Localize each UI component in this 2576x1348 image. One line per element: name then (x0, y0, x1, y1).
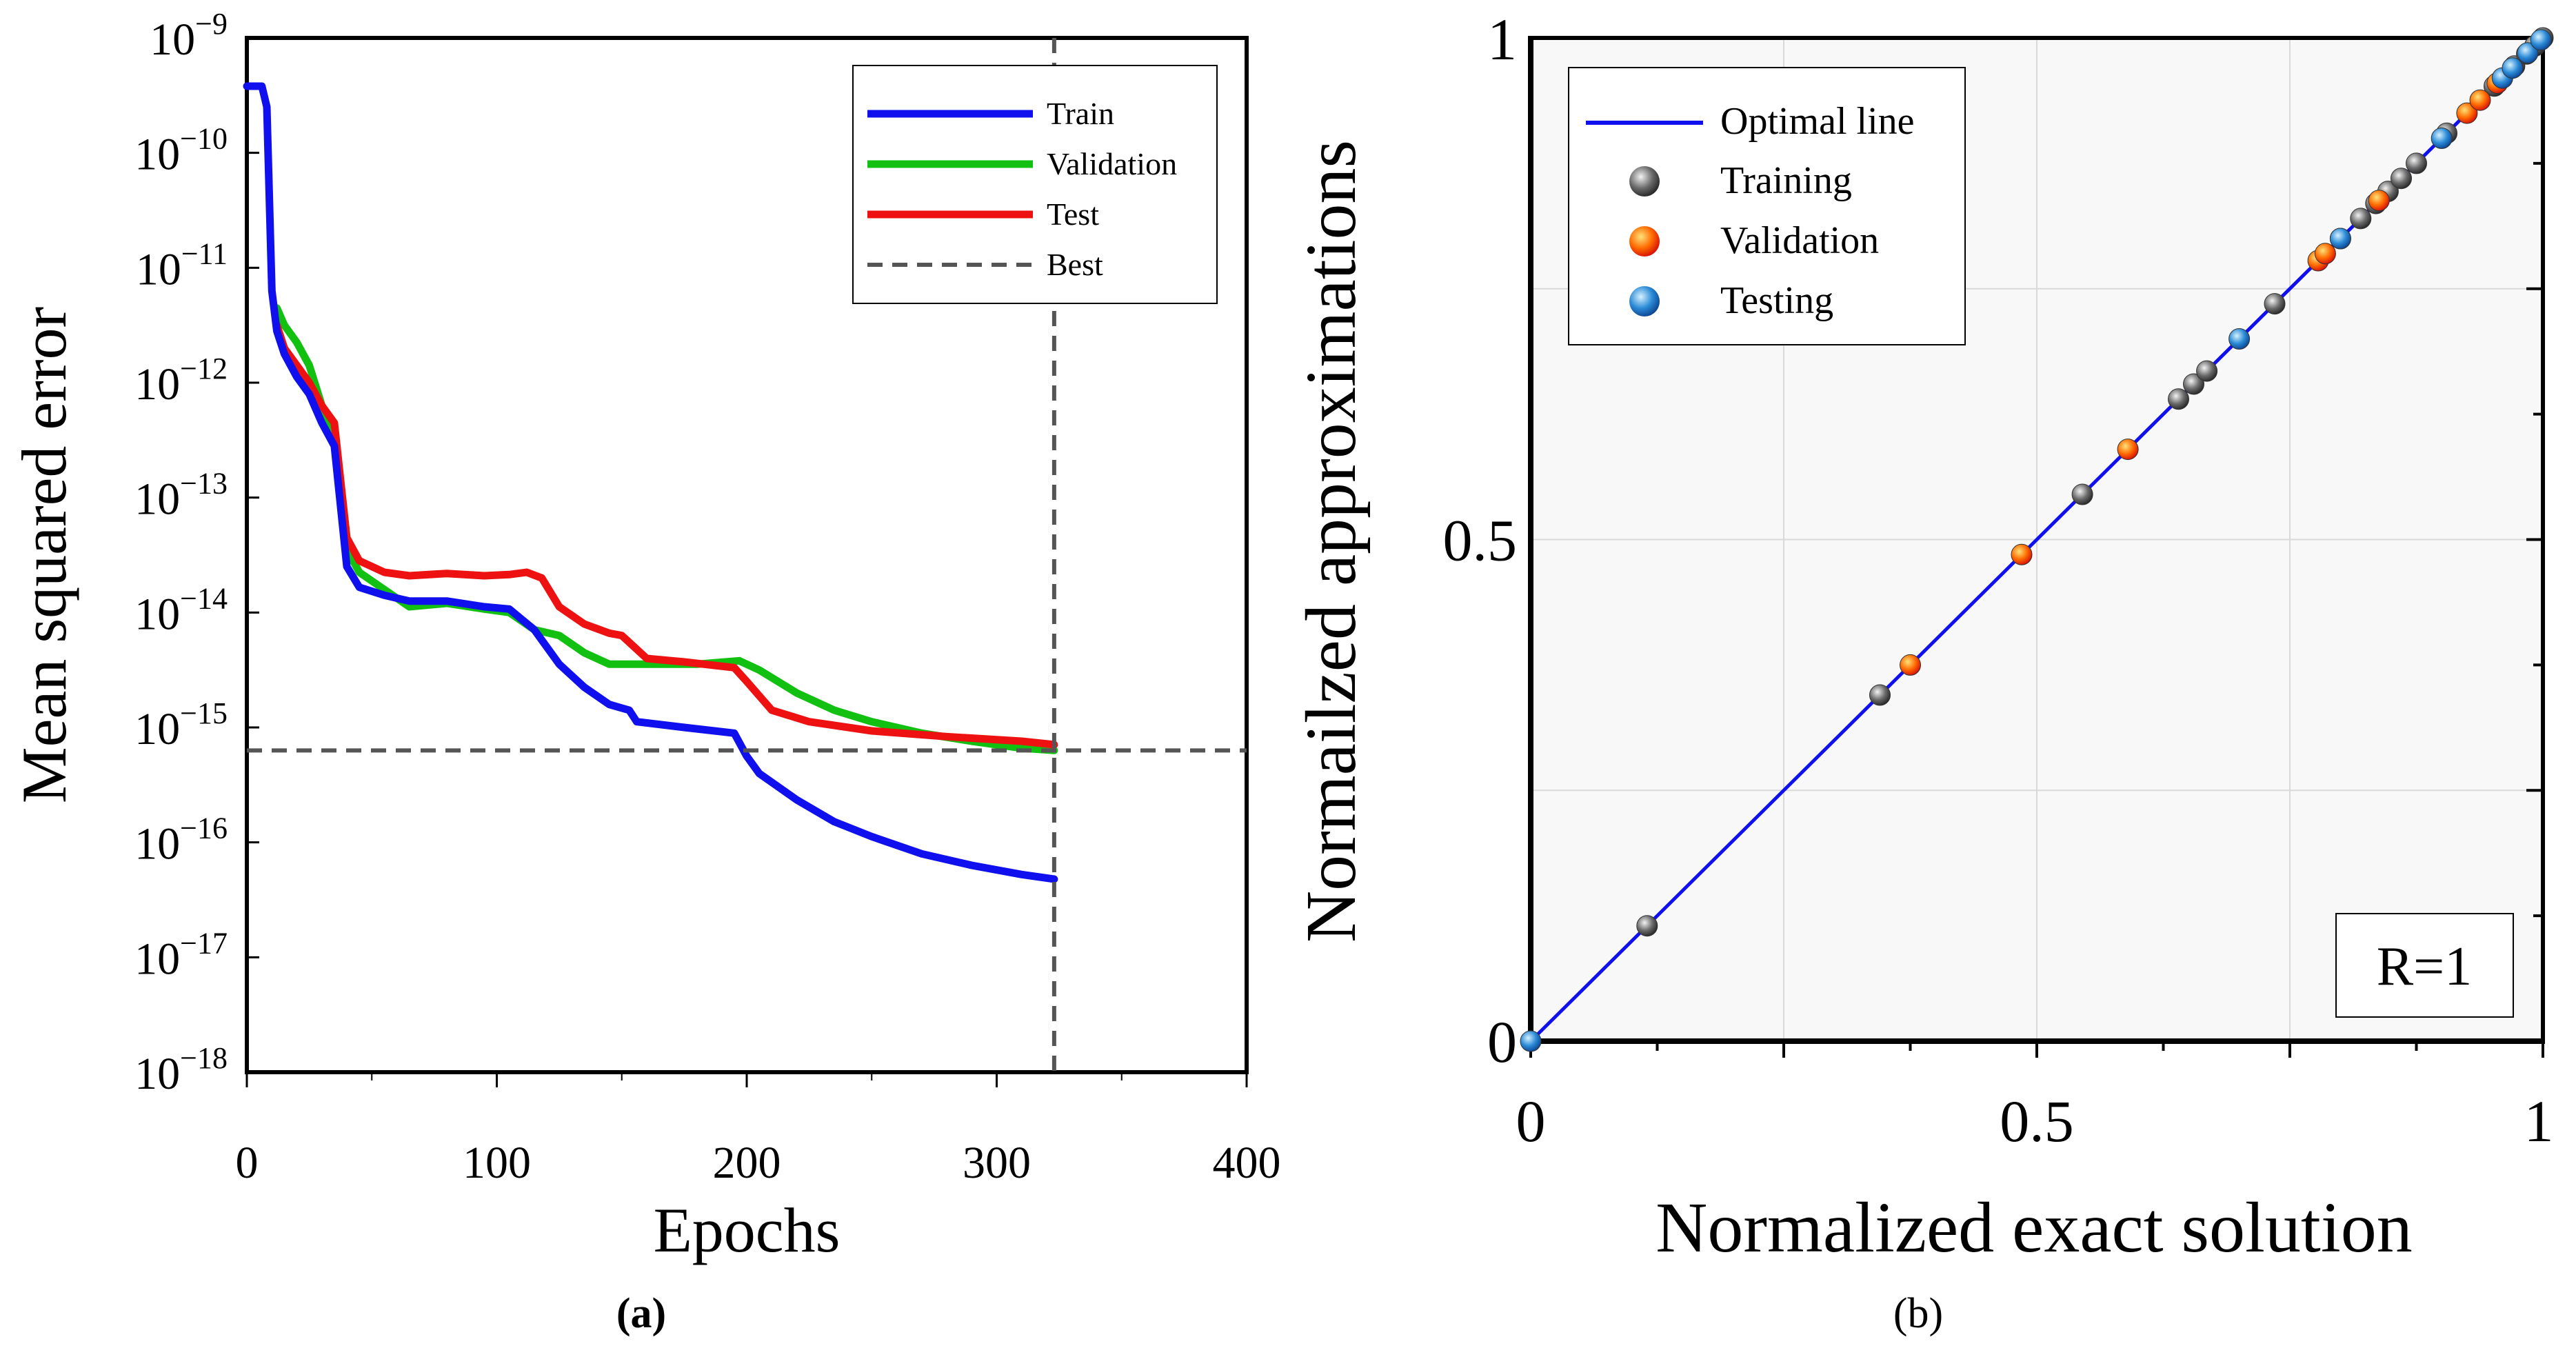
testing-point (1520, 1030, 1542, 1052)
testing-point (2228, 328, 2251, 350)
legend-validation-marker (1629, 226, 1660, 256)
series-line-test (273, 321, 1058, 749)
y-tick-label: 10−15 (134, 696, 228, 754)
x-tick-label: 100 (463, 1138, 531, 1188)
training-point (1869, 684, 1891, 706)
y-tick-label: 0 (1487, 1009, 1517, 1075)
legend-train-label: Train (1047, 96, 1114, 131)
panel-a-series-lines (243, 38, 1247, 1072)
panel-a-legend: Train Validation Test Best (852, 65, 1218, 304)
testing-point (2517, 42, 2539, 64)
training-point (2391, 168, 2412, 190)
y-tick-label: 10−16 (134, 812, 228, 869)
validation-point (2469, 89, 2491, 111)
legend-validation-label: Validation (1720, 219, 1879, 262)
validation-point (2117, 439, 2139, 461)
training-point (2183, 373, 2204, 395)
legend-optimal-line-label: Optimal line (1720, 100, 1915, 143)
testing-point (2530, 29, 2552, 51)
legend-test-label: Test (1047, 197, 1099, 232)
legend-validation-label: Validation (1047, 146, 1177, 181)
legend-training-label: Training (1720, 159, 1852, 202)
validation-point (2314, 243, 2336, 265)
y-tick-label: 1 (1487, 6, 1517, 72)
y-tick-label: 10−9 (150, 7, 228, 65)
y-tick-label: 10−11 (136, 237, 228, 294)
y-tick-label: 0.5 (1443, 507, 1518, 574)
panel-b-y-axis-label: Normailzed approximations (1291, 140, 1371, 943)
validation-point (2456, 102, 2478, 124)
x-tick-label: 400 (1213, 1138, 1281, 1188)
panel-b-data-points (1520, 27, 2554, 1052)
legend-training-marker (1629, 166, 1660, 197)
training-point (2168, 388, 2189, 410)
panel-a-loss-chart: 10−9 10−10 10−11 10−12 10−13 10−14 10−15 10−16 1… (9, 7, 1281, 1337)
training-point (1636, 915, 1658, 937)
y-tick-label: 10−13 (134, 467, 228, 525)
y-tick-label: 10−10 (134, 122, 228, 180)
panel-b-regression-chart: 0 0.5 1 0 0.5 1 Optimal line Training Validat… (1291, 6, 2554, 1337)
x-tick-label: 0 (1516, 1088, 1546, 1154)
legend-best-label: Best (1047, 247, 1103, 282)
panel-b-ticks: 0 0.5 1 0 0.5 1 (1443, 6, 2554, 1154)
legend-testing-label: Testing (1720, 279, 1833, 322)
x-tick-label: 0 (236, 1138, 259, 1188)
panel-a-y-axis-label: Mean squared error (9, 307, 79, 803)
testing-point (2431, 128, 2453, 149)
x-tick-label: 0.5 (2000, 1088, 2074, 1154)
panel-a-x-axis-label: Epochs (654, 1195, 841, 1265)
x-tick-label: 1 (2524, 1088, 2554, 1154)
training-point (2196, 360, 2218, 382)
x-tick-label: 200 (713, 1138, 781, 1188)
legend-testing-marker (1629, 286, 1660, 316)
y-tick-label: 10−12 (134, 352, 228, 410)
r-value-annotation-box: R=1 (2335, 913, 2514, 1018)
panel-a-caption: (a) (616, 1290, 666, 1337)
validation-point (2368, 190, 2390, 212)
panel-b-caption: (b) (1893, 1290, 1943, 1337)
x-tick-label: 300 (963, 1138, 1031, 1188)
training-point (2406, 152, 2427, 174)
panel-a-y-ticks: 10−9 10−10 10−11 10−12 10−13 10−14 10−15 10−16 1… (134, 7, 259, 1099)
training-point (2071, 483, 2093, 505)
validation-point (2011, 543, 2033, 565)
y-tick-label: 10−17 (134, 926, 228, 984)
panel-b-legend: Optimal line Training Validation Testing (1568, 67, 1966, 345)
y-tick-label: 10−18 (134, 1041, 228, 1099)
testing-point (2502, 57, 2524, 79)
panel-b-x-axis-label: Normalized exact solution (1656, 1188, 2412, 1267)
training-point (2350, 208, 2372, 230)
r-value-annotation: R=1 (2377, 936, 2472, 997)
validation-point (1900, 654, 1921, 676)
series-line-train (243, 82, 1058, 883)
training-point (2264, 293, 2286, 315)
y-tick-label: 10−14 (134, 581, 228, 639)
testing-point (2329, 228, 2351, 250)
panel-a-x-ticks: 0 100 200 300 400 (236, 1072, 1281, 1188)
